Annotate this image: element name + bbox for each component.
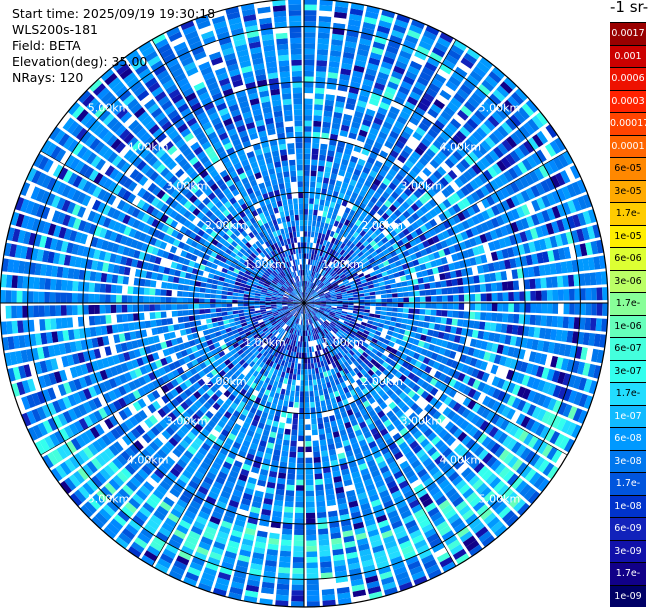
field-label: Field: BETA	[12, 38, 81, 53]
range-ring-label: 5.00km	[88, 492, 130, 505]
colorbar-level: 0.0003	[610, 89, 646, 112]
range-ring-label: 2.00km	[205, 219, 247, 232]
range-ring-label: 1.00km	[322, 258, 364, 271]
range-ring-label: 1.00km	[322, 336, 364, 349]
device-label: WLS200s-181	[12, 22, 98, 37]
range-ring-label: 3.00km	[166, 180, 208, 193]
range-ring-label: 5.00km	[479, 492, 521, 505]
range-ring-label: 1.00km	[244, 336, 286, 349]
colorbar-level: 6e-07	[610, 337, 646, 360]
range-ring-label: 2.00km	[361, 219, 403, 232]
range-ring-label: 3.00km	[401, 180, 443, 193]
start-time-label: Start time: 2025/09/19 19:30:18	[12, 6, 216, 21]
range-ring-label: 4.00km	[440, 453, 482, 466]
colorbar-level: 0.0017	[610, 22, 646, 45]
colorbar-level: 1.7e-06	[610, 292, 646, 332]
colorbar-level: 1e-05	[610, 224, 646, 247]
colorbar-level: 1e-06	[610, 314, 646, 337]
colorbar-title: -1 sr-	[610, 0, 649, 16]
colorbar-level: 6e-05	[610, 157, 646, 180]
elevation-label: Elevation(deg): 35.00	[12, 54, 148, 69]
azimuth-spoke	[303, 39, 457, 304]
range-ring-label: 5.00km	[88, 102, 130, 115]
range-ring-labels: 1.00km 1.00km 1.00km 1.00km 2.00km 2.00km 2.00…	[88, 102, 520, 506]
colorbar-level: 6e-08	[610, 427, 646, 450]
range-ring-label: 4.00km	[127, 141, 169, 154]
colorbar-level: 6e-09	[610, 517, 646, 540]
range-ring-label: 1.00km	[244, 258, 286, 271]
azimuth-spoke	[40, 302, 305, 456]
colorbar-level: 1e-08	[610, 494, 646, 517]
range-ring-label: 3.00km	[166, 414, 208, 427]
azimuth-spoke	[40, 150, 305, 304]
colorbar-level: 3e-06	[610, 269, 646, 292]
azimuth-spoke	[303, 150, 568, 304]
range-ring-label: 2.00km	[361, 375, 403, 388]
colorbar-level: 1.7e-07	[610, 382, 646, 422]
colorbar-level: 1.7e-09	[610, 562, 646, 602]
colorbar-level: 3e-05	[610, 179, 646, 202]
azimuth-spoke	[151, 39, 305, 304]
range-ring-label: 4.00km	[440, 141, 482, 154]
colorbar-level: 3e-09	[610, 539, 646, 562]
colorbar-level: 6e-06	[610, 247, 646, 270]
azimuth-spoke	[303, 302, 457, 567]
colorbar-level: 1e-09	[610, 584, 646, 607]
colorbar-level: 1.7e-08	[610, 472, 646, 512]
colorbar-level: 0.0006	[610, 67, 646, 90]
azimuth-spoke	[151, 302, 305, 567]
colorbar-level: 0.0001	[610, 134, 646, 157]
colorbar-level: 3e-08	[610, 449, 646, 472]
range-ring-label: 5.00km	[479, 102, 521, 115]
colorbar-level: 0.001	[610, 44, 646, 67]
colorbar-level: 0.00017	[610, 112, 649, 135]
range-ring-label: 3.00km	[401, 414, 443, 427]
colorbar-level: 3e-07	[610, 359, 646, 382]
azimuth-spoke	[303, 302, 568, 456]
colorbar-level: 1.7e-05	[610, 202, 646, 242]
range-ring-label: 4.00km	[127, 453, 169, 466]
nrays-label: NRays: 120	[12, 70, 84, 85]
colorbar: 0.0017 0.001 0.0006 0.0003 0.00017 0.0001 6e-0…	[610, 22, 649, 607]
colorbar-level: 1e-07	[610, 404, 646, 427]
range-ring-label: 2.00km	[205, 375, 247, 388]
